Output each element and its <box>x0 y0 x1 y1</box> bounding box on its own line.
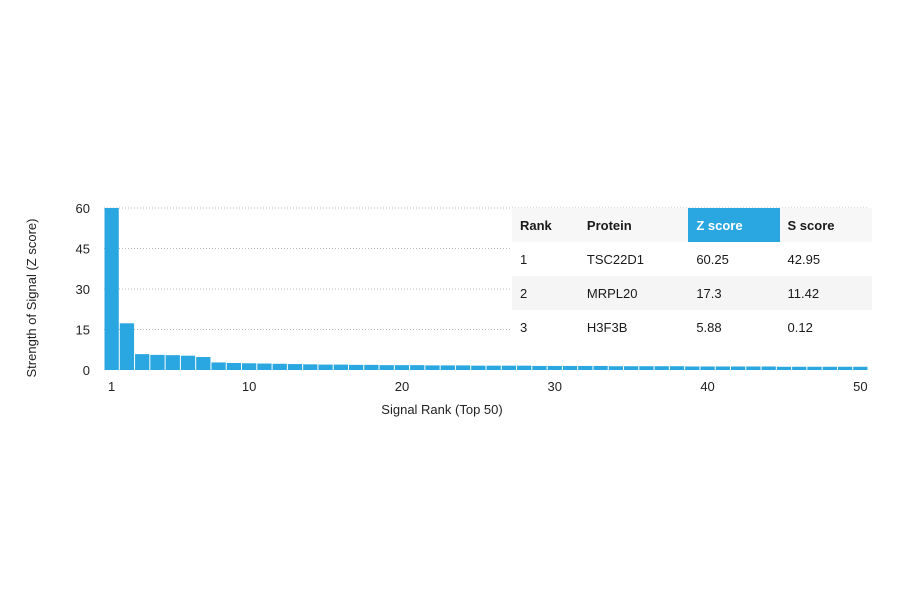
cell-s-score: 11.42 <box>779 276 872 310</box>
table-row: 3 H3F3B 5.88 0.12 <box>512 310 872 344</box>
bar <box>425 365 440 370</box>
bar <box>104 208 119 370</box>
x-tick-label: 10 <box>242 379 256 394</box>
x-tick-label: 50 <box>853 379 867 394</box>
bar <box>669 366 685 370</box>
bar <box>135 354 150 370</box>
cell-rank: 3 <box>512 310 579 344</box>
bar <box>639 366 654 370</box>
bar <box>853 366 868 370</box>
bar <box>394 365 410 370</box>
bar <box>211 362 226 370</box>
bar <box>226 362 242 370</box>
bar <box>180 355 196 370</box>
cell-z-score: 5.88 <box>688 310 780 344</box>
y-tick-label: 30 <box>76 282 90 297</box>
bar <box>455 365 471 370</box>
x-tick-label: 40 <box>700 379 714 394</box>
x-tick-label: 20 <box>395 379 409 394</box>
bar <box>196 357 211 370</box>
bar <box>165 355 180 370</box>
header-s-score: S score <box>779 208 872 242</box>
bar <box>685 366 700 370</box>
bar <box>440 365 455 370</box>
bar <box>746 366 761 370</box>
bar <box>822 366 837 370</box>
x-tick-label: 30 <box>548 379 562 394</box>
bar <box>517 365 532 370</box>
y-axis-title: Strength of Signal (Z score) <box>24 219 39 378</box>
y-tick-label: 60 <box>76 201 90 216</box>
bar <box>348 364 364 370</box>
bar <box>532 365 547 370</box>
bar <box>303 364 318 370</box>
bar <box>257 363 272 370</box>
bars <box>104 208 868 370</box>
bar <box>242 363 257 370</box>
bar <box>547 365 562 370</box>
bar <box>593 365 608 370</box>
bar <box>730 366 746 370</box>
y-tick-label: 45 <box>76 242 90 257</box>
x-tick-labels: 1 10 20 30 40 50 <box>108 379 868 394</box>
bar <box>624 366 639 370</box>
cell-s-score: 0.12 <box>779 310 872 344</box>
cell-z-score: 17.3 <box>688 276 780 310</box>
bar <box>471 365 486 370</box>
header-z-score: Z score <box>688 208 780 242</box>
x-axis-title: Signal Rank (Top 50) <box>381 402 502 417</box>
cell-protein: MRPL20 <box>578 276 689 310</box>
bar <box>807 366 822 370</box>
bar <box>608 366 624 370</box>
cell-protein: H3F3B <box>578 310 689 344</box>
bar <box>364 364 379 370</box>
bar <box>410 365 425 370</box>
bar <box>715 366 730 370</box>
y-tick-label: 0 <box>83 363 90 378</box>
bar <box>150 354 165 370</box>
bar <box>700 366 715 370</box>
bar <box>776 366 792 370</box>
bar <box>837 366 853 370</box>
bar <box>792 366 807 370</box>
table-header-row: Rank Protein Z score S score <box>512 208 872 242</box>
bar <box>562 365 578 370</box>
bar <box>578 365 593 370</box>
bar <box>318 364 333 370</box>
cell-protein: TSC22D1 <box>578 242 689 276</box>
cell-s-score: 42.95 <box>779 242 872 276</box>
bar <box>119 323 135 370</box>
header-rank: Rank <box>512 208 579 242</box>
bar <box>654 366 669 370</box>
y-tick-label: 15 <box>76 323 90 338</box>
cell-z-score: 60.25 <box>688 242 780 276</box>
bar <box>333 364 348 370</box>
x-tick-label: 1 <box>108 379 115 394</box>
y-tick-labels: 0 15 30 45 60 <box>76 201 90 378</box>
bar <box>761 366 776 370</box>
table-row: 2 MRPL20 17.3 11.42 <box>512 276 872 310</box>
score-table: Rank Protein Z score S score 1 TSC22D1 6… <box>512 208 872 344</box>
table-row: 1 TSC22D1 60.25 42.95 <box>512 242 872 276</box>
bar <box>501 365 517 370</box>
header-protein: Protein <box>578 208 689 242</box>
cell-rank: 1 <box>512 242 579 276</box>
bar <box>272 363 287 370</box>
bar <box>287 364 303 370</box>
bar <box>486 365 501 370</box>
bar <box>379 365 394 370</box>
cell-rank: 2 <box>512 276 579 310</box>
